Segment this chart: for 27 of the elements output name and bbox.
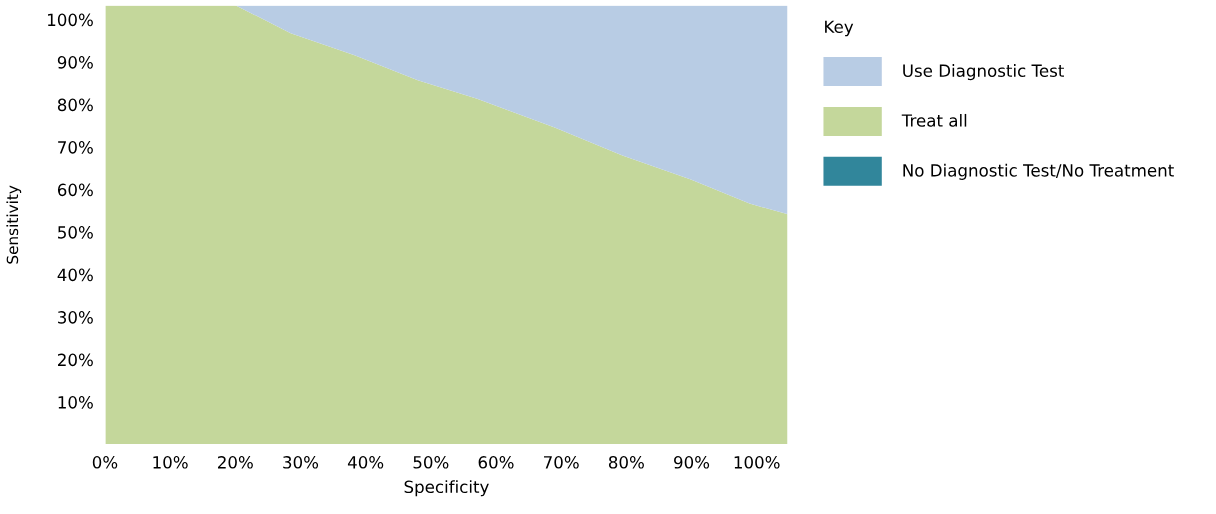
x-tick-label: 60% [478,456,514,469]
y-tick-label: 100% [48,13,93,27]
y-tick-label: 50% [58,226,93,239]
x-tick-label: 10% [153,456,188,469]
legend-label: Use Diagnostic Test [903,64,1064,81]
x-tick-label: 90% [674,456,710,469]
y-tick-label: 30% [58,311,93,324]
x-tick-label: 100% [734,456,780,469]
legend-label: Treat all [901,113,967,127]
y-tick-label: 40% [57,268,93,282]
y-axis-title: Sensitivity [6,185,22,264]
x-tick-label: 40% [347,456,384,469]
y-tick-label: 70% [58,141,93,154]
y-tick-label: 20% [58,353,93,367]
x-axis-title: Specificity [404,480,489,497]
x-tick-label: 30% [283,456,319,469]
x-tick-label: 0% [92,456,118,469]
y-tick-label: 80% [57,98,93,112]
legend-label: No Diagnostic Test/No Treatment [903,163,1174,180]
x-tick-label: 20% [217,456,253,469]
x-tick-label: 50% [413,456,449,469]
x-tick-label: 80% [608,456,644,469]
x-tick-label: 70% [544,456,579,469]
legend-title: Key [825,20,854,37]
y-tick-label: 60% [57,183,93,197]
y-tick-label: 10% [58,396,93,409]
y-tick-label: 90% [57,56,93,69]
